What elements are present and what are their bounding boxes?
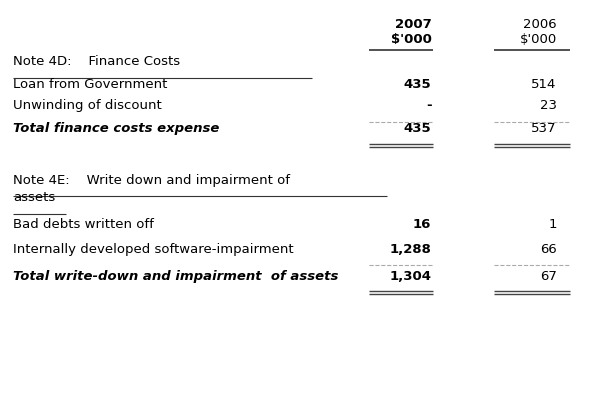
Text: Internally developed software-impairment: Internally developed software-impairment bbox=[13, 243, 294, 256]
Text: 23: 23 bbox=[540, 99, 557, 112]
Text: 537: 537 bbox=[532, 122, 557, 135]
Text: assets: assets bbox=[13, 191, 56, 204]
Text: 1: 1 bbox=[548, 218, 557, 231]
Text: Bad debts written off: Bad debts written off bbox=[13, 218, 154, 231]
Text: 435: 435 bbox=[404, 122, 431, 135]
Text: $'000: $'000 bbox=[391, 33, 431, 46]
Text: 67: 67 bbox=[540, 270, 557, 283]
Text: 435: 435 bbox=[404, 78, 431, 91]
Text: Note 4D:    Finance Costs: Note 4D: Finance Costs bbox=[13, 55, 181, 68]
Text: 16: 16 bbox=[413, 218, 431, 231]
Text: 2007: 2007 bbox=[395, 18, 431, 31]
Text: Note 4E:    Write down and impairment of: Note 4E: Write down and impairment of bbox=[13, 173, 290, 187]
Text: Unwinding of discount: Unwinding of discount bbox=[13, 99, 162, 112]
Text: 514: 514 bbox=[532, 78, 557, 91]
Text: 2006: 2006 bbox=[523, 18, 557, 31]
Text: $'000: $'000 bbox=[520, 33, 557, 46]
Text: 1,304: 1,304 bbox=[389, 270, 431, 283]
Text: Total finance costs expense: Total finance costs expense bbox=[13, 122, 220, 135]
Text: -: - bbox=[426, 99, 431, 112]
Text: 1,288: 1,288 bbox=[389, 243, 431, 256]
Text: Loan from Government: Loan from Government bbox=[13, 78, 168, 91]
Text: 66: 66 bbox=[540, 243, 557, 256]
Text: Total write-down and impairment  of assets: Total write-down and impairment of asset… bbox=[13, 270, 339, 283]
